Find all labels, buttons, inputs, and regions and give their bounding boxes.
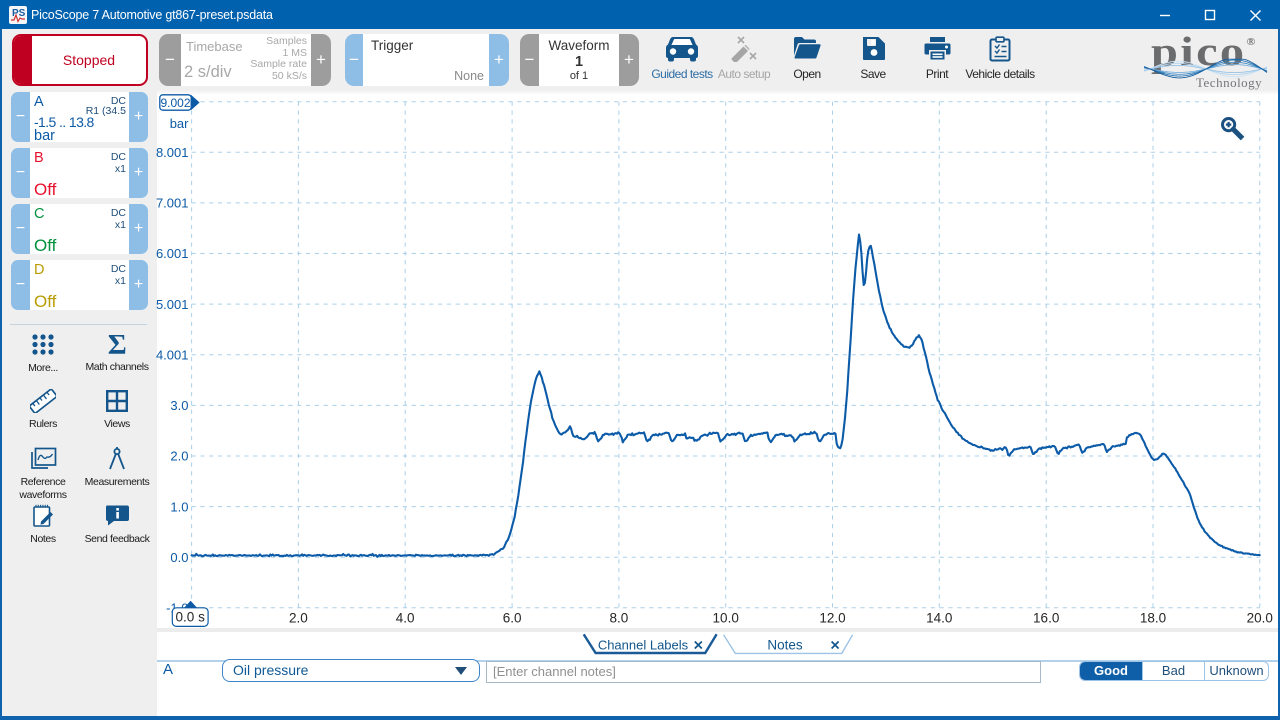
svg-text:Channel Labels: Channel Labels bbox=[598, 637, 689, 652]
svg-text:20.0: 20.0 bbox=[1247, 611, 1273, 626]
svg-text:4.0: 4.0 bbox=[396, 611, 415, 626]
svg-text:16.0: 16.0 bbox=[1033, 611, 1059, 626]
svg-text:10.0: 10.0 bbox=[713, 611, 739, 626]
svg-text:0.0 s: 0.0 s bbox=[176, 610, 206, 625]
svg-text:Σ: Σ bbox=[108, 332, 127, 356]
svg-text:8.0: 8.0 bbox=[610, 611, 629, 626]
svg-text:1.0: 1.0 bbox=[170, 499, 188, 514]
svg-text:2.0: 2.0 bbox=[170, 449, 188, 464]
svg-text:bar: bar bbox=[170, 116, 189, 131]
svg-text:4.001: 4.001 bbox=[156, 347, 189, 362]
svg-text:5.001: 5.001 bbox=[156, 297, 189, 312]
svg-text:3.0: 3.0 bbox=[170, 398, 188, 413]
svg-text:6.001: 6.001 bbox=[156, 246, 189, 261]
svg-text:7.001: 7.001 bbox=[156, 196, 189, 211]
svg-text:8.001: 8.001 bbox=[156, 145, 189, 160]
svg-text:PS: PS bbox=[12, 8, 26, 19]
svg-text:12.0: 12.0 bbox=[819, 611, 845, 626]
svg-text:6.0: 6.0 bbox=[503, 611, 522, 626]
svg-text:18.0: 18.0 bbox=[1140, 611, 1166, 626]
svg-text:Notes: Notes bbox=[767, 638, 803, 653]
svg-text:0.0: 0.0 bbox=[170, 550, 188, 565]
svg-text:2.0: 2.0 bbox=[289, 611, 308, 626]
svg-text:9.002: 9.002 bbox=[160, 96, 190, 110]
svg-text:14.0: 14.0 bbox=[926, 611, 952, 626]
